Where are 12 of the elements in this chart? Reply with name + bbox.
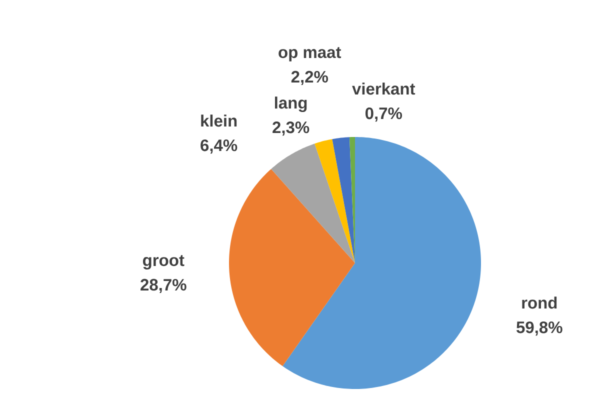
slice-label: klein bbox=[201, 114, 237, 127]
data-label: 2,3% bbox=[272, 122, 310, 136]
slice-label: op maat bbox=[278, 47, 342, 62]
data-label: 0,7% bbox=[365, 108, 402, 122]
data-label: 6,4% bbox=[200, 140, 238, 154]
slice-label: rond bbox=[522, 296, 557, 309]
slice-label: groot bbox=[142, 255, 184, 270]
data-label: 59,8% bbox=[516, 322, 562, 336]
data-label: 28,7% bbox=[140, 278, 186, 293]
data-label: 2,2% bbox=[291, 70, 328, 85]
slice-label: vierkant bbox=[352, 82, 416, 95]
slice-label: lang bbox=[275, 96, 307, 112]
